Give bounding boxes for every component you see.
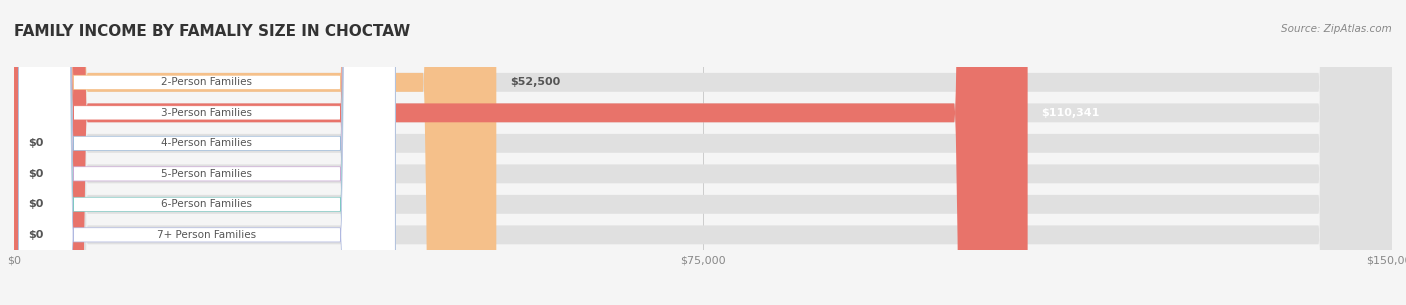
- Text: 6-Person Families: 6-Person Families: [162, 199, 253, 209]
- FancyBboxPatch shape: [18, 0, 395, 305]
- Text: $110,341: $110,341: [1042, 108, 1099, 118]
- Text: 2-Person Families: 2-Person Families: [162, 77, 253, 87]
- FancyBboxPatch shape: [14, 0, 1392, 305]
- FancyBboxPatch shape: [14, 0, 1392, 305]
- Text: Source: ZipAtlas.com: Source: ZipAtlas.com: [1281, 24, 1392, 34]
- FancyBboxPatch shape: [14, 0, 1392, 305]
- Text: 5-Person Families: 5-Person Families: [162, 169, 253, 179]
- FancyBboxPatch shape: [14, 0, 1392, 305]
- FancyBboxPatch shape: [18, 0, 395, 305]
- Text: $0: $0: [28, 169, 44, 179]
- Text: 3-Person Families: 3-Person Families: [162, 108, 253, 118]
- Text: 7+ Person Families: 7+ Person Families: [157, 230, 256, 240]
- Text: 4-Person Families: 4-Person Families: [162, 138, 253, 148]
- Text: $0: $0: [28, 230, 44, 240]
- Text: $52,500: $52,500: [510, 77, 561, 87]
- Text: $0: $0: [28, 199, 44, 209]
- FancyBboxPatch shape: [14, 0, 1392, 305]
- FancyBboxPatch shape: [18, 0, 395, 305]
- FancyBboxPatch shape: [14, 0, 1392, 305]
- Text: $0: $0: [28, 138, 44, 148]
- FancyBboxPatch shape: [18, 0, 395, 305]
- Text: FAMILY INCOME BY FAMALIY SIZE IN CHOCTAW: FAMILY INCOME BY FAMALIY SIZE IN CHOCTAW: [14, 24, 411, 39]
- FancyBboxPatch shape: [14, 0, 496, 305]
- FancyBboxPatch shape: [14, 0, 1028, 305]
- FancyBboxPatch shape: [18, 0, 395, 305]
- FancyBboxPatch shape: [18, 0, 395, 305]
